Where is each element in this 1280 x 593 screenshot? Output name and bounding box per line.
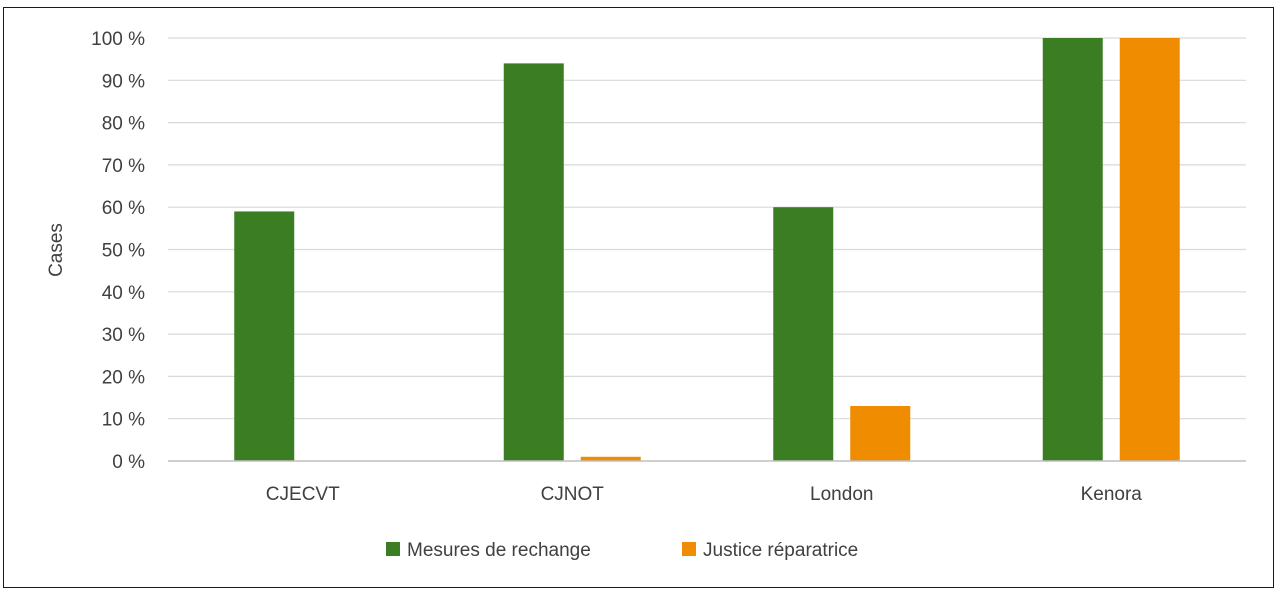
legend-swatch [682, 542, 696, 556]
y-tick-label: 0 % [112, 452, 145, 473]
bar-cjecvt-series-1 [234, 211, 295, 461]
bar-london-series-1 [773, 207, 834, 461]
x-category-label: London [810, 484, 873, 505]
x-category-label: CJECVT [266, 484, 340, 505]
y-tick-label: 40 % [102, 283, 145, 304]
y-axis-title: Cases [46, 223, 67, 277]
legend-swatch [386, 542, 400, 556]
bar-cjnot-series-2 [580, 456, 641, 461]
y-tick-label: 70 % [102, 156, 145, 177]
bar-kenora-series-1 [1042, 38, 1103, 461]
bar-kenora-series-2 [1119, 38, 1180, 461]
x-category-label: CJNOT [541, 484, 605, 505]
x-axis-categories: CJECVT CJNOT London Kenora [266, 484, 1143, 505]
y-tick-label: 80 % [102, 114, 145, 135]
x-category-label: Kenora [1081, 484, 1143, 505]
y-tick-label: 50 % [102, 241, 145, 262]
y-tick-label: 90 % [102, 71, 145, 92]
legend-label: Mesures de rechange [407, 540, 591, 561]
legend-label: Justice réparatrice [703, 540, 858, 561]
legend: Mesures de rechange Justice réparatrice [386, 540, 858, 561]
bar-london-series-2 [850, 406, 911, 461]
y-tick-label: 20 % [102, 367, 145, 388]
y-tick-label: 100 % [91, 29, 145, 50]
bars [234, 38, 1180, 461]
y-tick-label: 30 % [102, 325, 145, 346]
y-tick-label: 10 % [102, 410, 145, 431]
y-tick-label: 60 % [102, 198, 145, 219]
y-axis-ticks: 0 % 10 % 20 % 30 % 40 % 50 % 60 % 70 % 80 % 90 % 1… [91, 29, 145, 473]
bar-cjnot-series-1 [503, 63, 564, 461]
